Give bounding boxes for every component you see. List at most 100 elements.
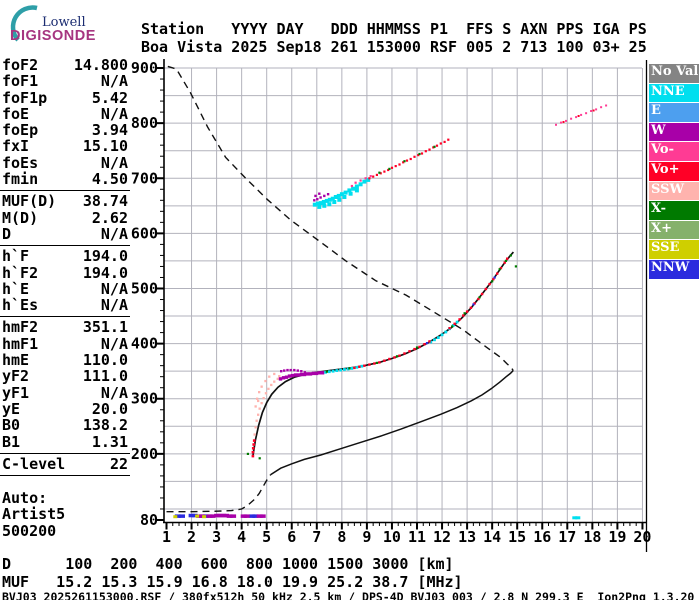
echo-f-cusp-w-upper <box>303 371 306 374</box>
echo-f-cusp-w-main <box>290 373 295 378</box>
param-label: foF2 <box>2 56 39 74</box>
param-row-d: D N/A <box>2 226 128 243</box>
echo-f-trace-red <box>408 350 411 353</box>
param-label: h`F <box>2 247 30 266</box>
echo-eregion-blue-dashes <box>249 514 256 518</box>
param-label: B0 <box>2 416 21 435</box>
param-row-yf2: yF2 111.0 <box>2 368 128 385</box>
param-row-fof1p: foF1p 5.42 <box>2 89 128 106</box>
echo-f-trace-red <box>473 302 476 305</box>
param-label: h`E <box>2 279 30 298</box>
x-tick-label: 19 <box>608 528 626 546</box>
echo-f-trace-start-green <box>246 452 249 455</box>
y-tick-label: 900 <box>131 59 158 77</box>
echo-multihop-nne-blocks <box>354 184 359 189</box>
param-value: N/A <box>100 334 128 353</box>
param-value: 15.10 <box>82 137 128 156</box>
param-value: 138.2 <box>82 416 128 435</box>
x-tick-label: 9 <box>362 528 371 546</box>
echo-f-trace-green-specks <box>491 280 494 283</box>
echo-f-cusp-w-upper <box>289 368 292 372</box>
echo-f-cusp-w-main <box>311 371 316 376</box>
panel-divider <box>0 475 130 477</box>
x-tick-label: 5 <box>262 528 271 546</box>
echo-f-trace-red <box>418 345 421 349</box>
echo-multihop-pink <box>369 175 372 178</box>
param-row-foep: foEp 3.94 <box>2 121 128 140</box>
echo-multihop-red <box>420 152 424 155</box>
echo-f-trace-red <box>492 277 495 281</box>
echo-f-trace-red <box>499 266 503 270</box>
f-trace-fit <box>252 251 515 457</box>
param-row-hes: h`Es N/A <box>2 296 128 315</box>
echo-multihop-red <box>428 148 431 151</box>
echo-multihop-nne-blocks <box>366 177 371 182</box>
logo-arc-icon <box>10 5 38 42</box>
echo-f-trace-green-specks <box>504 259 507 262</box>
x-tick-label: 15 <box>508 528 526 546</box>
echo-multihop-nne-blocks <box>351 186 356 191</box>
distance-muf-table: D 100 200 400 600 800 1000 1500 3000 [km… <box>2 555 463 592</box>
echo-multihop-nne-blocks <box>315 201 320 206</box>
echo-f-trace-green-specks <box>509 254 512 257</box>
param-label: h`Es <box>2 296 39 315</box>
true-height-profile <box>270 370 514 476</box>
echo-f-trace-green-specks <box>463 312 466 315</box>
param-label: yF1 <box>2 383 30 402</box>
y-tick-label: 300 <box>131 390 158 408</box>
echo-topright-pink-trace <box>595 108 598 111</box>
legend-item-nne: NNE <box>649 83 699 103</box>
param-row-hmf1: hmF1 N/A <box>2 334 128 353</box>
echo-multihop-nne-blocks <box>336 193 341 198</box>
echo-f-trace-red <box>453 322 456 325</box>
echo-multihop-nne-blocks <box>354 188 359 193</box>
echo-multihop-nne-blocks <box>362 179 367 184</box>
legend-item-ssw: SSW <box>649 181 699 201</box>
echo-f-trace-nne <box>324 370 327 374</box>
echo-topright-red-specks <box>592 109 595 112</box>
echo-eregion-blue-dashes <box>191 513 198 518</box>
x-tick-label: 4 <box>237 528 246 546</box>
echo-f-cusp-w-main <box>299 372 304 377</box>
y-tick-label: 800 <box>131 114 158 132</box>
param-value: 38.74 <box>82 192 128 211</box>
echo-multihop-nne-blocks <box>317 204 322 209</box>
x-tick-label: 2 <box>187 528 196 546</box>
param-value: 20.0 <box>91 399 128 418</box>
param-row-ye: yE 20.0 <box>2 399 128 418</box>
echo-topright-pink-trace <box>590 110 593 112</box>
echo-multihop-nne-blocks <box>347 188 352 193</box>
echo-f-trace-red <box>477 297 480 301</box>
x-tick-label: 13 <box>458 528 476 546</box>
echo-f-trace-red <box>403 352 406 355</box>
muf-row: MUF 15.2 15.3 15.9 16.8 18.0 19.9 25.2 3… <box>2 572 463 591</box>
echo-f-cusp-w-upper <box>296 369 299 372</box>
echo-f-trace-nne <box>440 333 444 337</box>
echo-f-trace-nne <box>350 367 354 370</box>
echo-multihop-green-specks <box>403 160 406 163</box>
echo-multihop-red <box>424 150 427 153</box>
param-label: B1 <box>2 432 21 451</box>
doppler-direction-legend: No Val NNE E W Vo- Vo+ SSW X- X+ SSE NNW <box>649 64 699 280</box>
legend-item-sse: SSE <box>649 240 699 259</box>
echo-multihop-red <box>435 144 439 147</box>
panel-divider <box>0 316 130 318</box>
echo-f-spread-ssw-arc <box>254 405 257 408</box>
echo-f-trace-nne <box>355 365 359 369</box>
echo-f-trace-red <box>373 362 376 365</box>
echo-f-spread-ssw-arc <box>257 399 260 403</box>
echo-f-trace-blue-specks <box>472 303 475 306</box>
param-row-b1: B1 1.31 <box>2 432 128 451</box>
legend-item-vo-: Vo- <box>649 142 699 161</box>
echo-f-trace-nne <box>339 368 342 372</box>
echo-multihop-nne-blocks <box>321 200 326 204</box>
echo-f-trace-start-streak <box>252 443 255 446</box>
param-value: 3.94 <box>91 121 128 140</box>
echo-f-trace-green-specks <box>415 346 419 349</box>
echo-multihop-nne-blocks <box>333 195 338 199</box>
echo-multihop-green-specks <box>388 167 391 170</box>
echo-f-trace-nne <box>335 369 339 372</box>
echo-multihop-pink <box>359 179 362 182</box>
echo-f-spread-ssw-arc <box>278 375 281 378</box>
